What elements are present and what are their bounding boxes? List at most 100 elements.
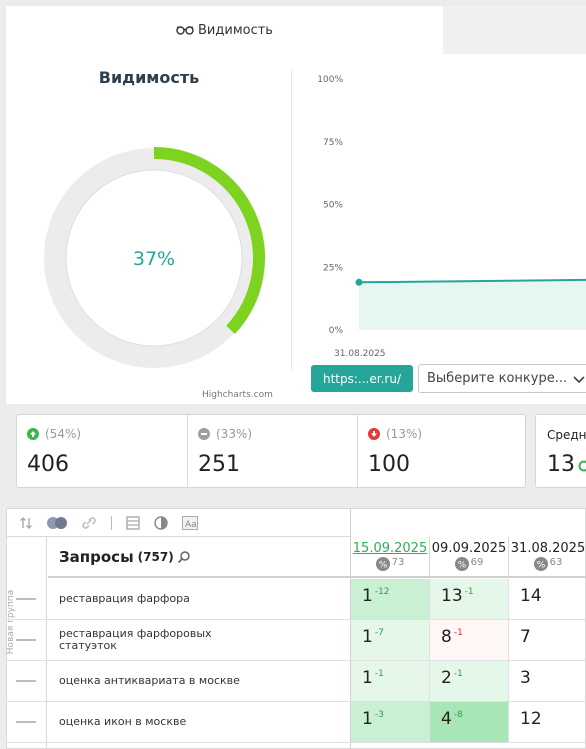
- donut-inner-ring: [65, 169, 243, 347]
- arrow-up-circle-icon: [27, 428, 39, 440]
- date-header-0-pct: 73: [391, 557, 405, 568]
- table-row[interactable]: реставрация фарфора 1 -12 13 -1 14: [7, 579, 586, 620]
- percent-icon: %: [375, 557, 390, 571]
- position-cell: 1 -1: [351, 661, 430, 701]
- frozen-column-separator: [350, 509, 351, 749]
- svg-text:%: %: [536, 561, 545, 571]
- position-cell: 12: [509, 702, 586, 742]
- queries-header-label: Запросы: [59, 547, 134, 566]
- stats-summary: (54%) 406 (33%) 251 (13%) 100: [16, 414, 526, 488]
- position-value: 4: [441, 709, 452, 729]
- sort-icon[interactable]: [19, 516, 33, 530]
- table-row[interactable]: реставрация фарфоровых статуэток 1 -7 8 -1…: [7, 620, 586, 661]
- percent-icon: %: [454, 557, 469, 571]
- tab-visibility[interactable]: Видимость: [6, 6, 443, 54]
- x-tick-label: 31.08.2025: [334, 349, 386, 359]
- row-group-dash[interactable]: [16, 639, 36, 641]
- y-tick-label: 50%: [323, 201, 343, 211]
- position-value: 14: [520, 586, 542, 606]
- svg-text:%: %: [378, 561, 387, 571]
- visibility-title: Видимость: [98, 68, 200, 87]
- chevron-down-icon: [573, 376, 585, 384]
- group-column: Новая группа: [6, 537, 47, 749]
- competitor-select[interactable]: Выберите конкуре...: [418, 364, 586, 393]
- percent-icon: %: [533, 557, 548, 571]
- date-header-2[interactable]: 31.08.2025 % 63: [509, 537, 586, 578]
- stat-average: Средн 13: [535, 414, 586, 488]
- chart-divider: [291, 70, 292, 370]
- tab-empty[interactable]: [443, 6, 586, 54]
- stat-same: (33%) 251: [187, 415, 357, 487]
- stat-up-value: 406: [27, 452, 69, 477]
- svg-text:%: %: [457, 561, 466, 571]
- position-cell: 8 -1: [430, 620, 509, 660]
- donut-value-arc: [153, 147, 265, 334]
- table-row[interactable]: оценка антиквариата в москве 1 -1 2 -1 3: [7, 661, 586, 702]
- font-size-icon[interactable]: Aa: [182, 515, 198, 530]
- contrast-icon[interactable]: [154, 515, 168, 530]
- highcharts-credit[interactable]: Highcharts.com: [202, 390, 273, 400]
- tab-bar: Видимость: [6, 6, 586, 54]
- visibility-line-chart: 100% 75% 50% 25% 0% 31.08.2025: [317, 75, 586, 359]
- position-value: 1: [362, 627, 373, 647]
- date-header-2-date: 31.08.2025: [510, 541, 586, 556]
- position-cell: 1 -7: [351, 620, 430, 660]
- y-tick-label: 100%: [317, 75, 343, 85]
- position-cell: 3: [509, 661, 586, 701]
- toggle-icon[interactable]: [47, 516, 67, 529]
- stat-up-pct: (54%): [45, 427, 82, 441]
- stat-average-label: Средн: [547, 428, 586, 442]
- table-row[interactable]: оценка икон в москве 1 -3 4 -8 12: [7, 702, 586, 743]
- query-text: оценка антиквариата в москве: [59, 674, 240, 687]
- table-toolbar: Aa: [7, 509, 350, 537]
- position-value: 12: [520, 709, 542, 729]
- y-tick-label: 75%: [323, 138, 343, 148]
- position-value: 13: [441, 586, 463, 606]
- stat-up: (54%) 406: [17, 415, 187, 487]
- position-diff: -8: [453, 710, 463, 720]
- position-cell: 1 -12: [351, 579, 430, 619]
- glasses-icon: [176, 26, 194, 35]
- row-group-dash[interactable]: [16, 721, 36, 723]
- stat-same-pct: (33%): [216, 427, 253, 441]
- y-tick-label: 0%: [329, 326, 344, 336]
- site-button[interactable]: https:...er.ru/: [311, 365, 413, 392]
- date-header-1[interactable]: 09.09.2025 % 69: [430, 537, 509, 578]
- link-icon[interactable]: [81, 516, 97, 530]
- position-cell: 14: [509, 579, 586, 619]
- stat-same-value: 251: [198, 452, 240, 477]
- date-header-0[interactable]: 15.09.2025 % 73: [351, 537, 430, 578]
- area-fill: [359, 279, 586, 330]
- stat-down-value: 100: [368, 452, 410, 477]
- tab-visibility-label: Видимость: [198, 22, 273, 38]
- query-text: оценка икон в москве: [59, 715, 187, 728]
- queries-header[interactable]: Запросы (757): [48, 537, 350, 578]
- position-cell: 2 -1: [430, 661, 509, 701]
- position-value: 3: [520, 668, 531, 688]
- y-tick-label: 25%: [323, 263, 343, 273]
- donut-percent: 37%: [133, 248, 175, 270]
- series-point: [355, 278, 363, 286]
- columns-icon[interactable]: [126, 515, 140, 530]
- position-diff: -1: [464, 587, 474, 597]
- svg-text:Aa: Aa: [185, 520, 197, 530]
- date-header-0-date[interactable]: 15.09.2025: [352, 541, 428, 556]
- position-diff: -3: [374, 710, 384, 720]
- visibility-card: Видимость Видимость 37% Highcharts.com 1…: [6, 6, 586, 404]
- query-text: реставрация фарфора: [59, 592, 190, 605]
- position-cell: 13 -1: [430, 579, 509, 619]
- toolbar-separator: [111, 515, 112, 530]
- position-diff: -1: [453, 669, 463, 679]
- search-icon[interactable]: [177, 550, 191, 564]
- date-header-2-pct: 63: [549, 557, 563, 568]
- queries-table: Aa Новая группа Запросы (757) 15.09.2025…: [6, 508, 586, 749]
- position-value: 2: [441, 668, 452, 688]
- position-value: 1: [362, 668, 373, 688]
- position-diff: -7: [374, 628, 384, 638]
- series-line: [358, 278, 586, 284]
- position-cell: 7: [509, 620, 586, 660]
- row-group-dash[interactable]: [16, 680, 36, 682]
- row-group-dash[interactable]: [16, 598, 36, 600]
- queries-count: (757): [137, 549, 174, 564]
- refresh-icon: [578, 460, 586, 472]
